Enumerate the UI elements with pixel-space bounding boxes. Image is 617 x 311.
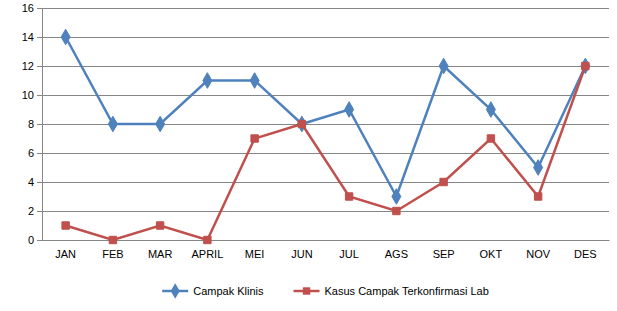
marker	[534, 160, 543, 176]
marker	[345, 102, 354, 118]
grid	[42, 8, 609, 240]
marker	[345, 193, 352, 200]
series-group	[61, 29, 590, 243]
y-tick: 10	[22, 89, 42, 101]
marker	[534, 193, 541, 200]
grid-line	[42, 240, 609, 241]
series-line	[66, 66, 586, 240]
y-tick-label: 0	[28, 234, 34, 246]
y-tick-mark	[37, 124, 42, 125]
marker	[108, 116, 117, 132]
grid-line	[42, 153, 609, 154]
x-tick: DES	[574, 240, 597, 260]
y-tick-label: 12	[22, 60, 34, 72]
grid-line	[42, 211, 609, 212]
x-tick-label: MEI	[245, 248, 265, 260]
chart: 0 2 4 6 8 10 12 14 16 JAN FEB MAR APRIL MEI JUN JUL AGS S…	[0, 0, 617, 311]
x-tick-label: OKT	[480, 248, 503, 260]
x-tick-label: NOV	[526, 248, 551, 260]
marker	[440, 178, 447, 185]
x-tick: JAN	[55, 240, 76, 260]
y-tick: 2	[28, 205, 42, 217]
y-tick: 16	[22, 2, 42, 14]
series-line	[66, 37, 586, 197]
legend-label: Kasus Campak Terkonfirmasi Lab	[325, 285, 489, 297]
y-tick-mark	[37, 211, 42, 212]
legend: Campak Klinis Kasus Campak Terkonfirmasi …	[162, 283, 489, 299]
y-tick-label: 10	[22, 89, 34, 101]
y-tick-mark	[37, 66, 42, 67]
grid-line	[42, 8, 609, 9]
x-tick-label: JAN	[55, 248, 76, 260]
y-tick-label: 16	[22, 2, 34, 14]
legend-item: Campak Klinis	[162, 283, 264, 299]
x-tick-label: FEB	[102, 248, 123, 260]
legend-label: Campak Klinis	[193, 285, 264, 297]
x-tick: MAR	[148, 240, 173, 260]
x-tick: NOV	[526, 240, 551, 260]
x-tick-label: SEP	[433, 248, 455, 260]
marker	[486, 102, 495, 118]
legend-item: Kasus Campak Terkonfirmasi Lab	[294, 285, 489, 297]
y-tick: 4	[28, 176, 42, 188]
y-tick: 6	[28, 147, 42, 159]
y-axis-line	[37, 9, 43, 241]
x-tick: SEP	[433, 240, 455, 260]
y-tick: 0	[28, 234, 42, 246]
y-tick-label: 8	[28, 118, 34, 130]
marker	[298, 120, 305, 127]
y-tick-mark	[37, 240, 42, 241]
marker	[582, 62, 589, 69]
marker	[203, 73, 212, 89]
marker	[251, 135, 258, 142]
x-tick: OKT	[480, 240, 503, 260]
marker	[392, 189, 401, 205]
marker	[487, 135, 494, 142]
x-axis: JAN FEB MAR APRIL MEI JUN JUL AGS SEP OKT NOV DES	[43, 240, 610, 260]
x-tick: AGS	[385, 240, 408, 260]
marker	[109, 236, 116, 243]
marker	[61, 29, 70, 45]
x-tick-label: DES	[574, 248, 597, 260]
y-tick: 14	[22, 31, 42, 43]
marker	[250, 73, 259, 89]
grid-line	[42, 182, 609, 183]
y-tick: 8	[28, 118, 42, 130]
marker	[62, 222, 69, 229]
y-axis: 0 2 4 6 8 10 12 14 16	[22, 2, 43, 246]
legend-marker	[171, 283, 180, 299]
marker	[156, 116, 165, 132]
y-tick-label: 14	[22, 31, 34, 43]
marker	[204, 236, 211, 243]
x-axis-line	[43, 240, 610, 241]
x-tick-label: APRIL	[191, 248, 223, 260]
y-tick-mark	[37, 8, 42, 9]
marker	[393, 207, 400, 214]
grid-line	[42, 37, 609, 38]
grid-line	[42, 95, 609, 96]
y-tick: 12	[22, 60, 42, 72]
marker	[439, 58, 448, 74]
y-tick-mark	[37, 182, 42, 183]
grid-line	[42, 66, 609, 67]
x-tick: JUN	[291, 240, 312, 260]
y-tick-mark	[37, 37, 42, 38]
x-tick: MEI	[245, 240, 265, 260]
x-tick: JUL	[339, 240, 359, 260]
y-tick-label: 4	[28, 176, 34, 188]
marker	[156, 222, 163, 229]
x-tick-label: MAR	[148, 248, 173, 260]
y-tick-label: 2	[28, 205, 34, 217]
y-tick-mark	[37, 95, 42, 96]
y-tick-mark	[37, 153, 42, 154]
x-tick-label: JUN	[291, 248, 312, 260]
y-tick-label: 6	[28, 147, 34, 159]
legend-marker	[303, 287, 310, 294]
x-tick-label: AGS	[385, 248, 408, 260]
plot: 0 2 4 6 8 10 12 14 16 JAN FEB MAR APRIL MEI JUN JUL AGS S…	[22, 2, 610, 260]
x-tick-label: JUL	[339, 248, 359, 260]
